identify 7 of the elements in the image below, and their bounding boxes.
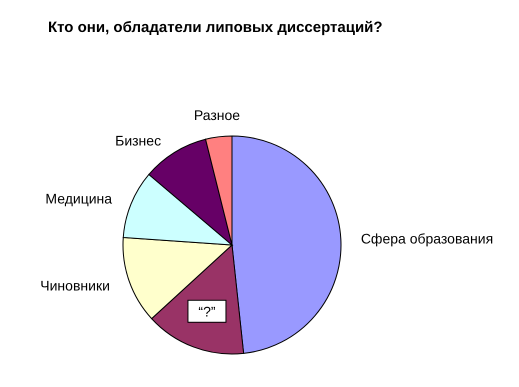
slice-label: Бизнес	[115, 132, 162, 149]
slice-label: Разное	[194, 106, 240, 123]
slice-label: Сфера образования	[360, 230, 494, 246]
slice-label: Чиновники	[40, 278, 110, 294]
chart-title: Кто они, обладатели липовых диссертаций?	[48, 19, 383, 36]
slice-label: “?”	[198, 303, 216, 320]
slice-label: Медицина	[45, 190, 112, 207]
